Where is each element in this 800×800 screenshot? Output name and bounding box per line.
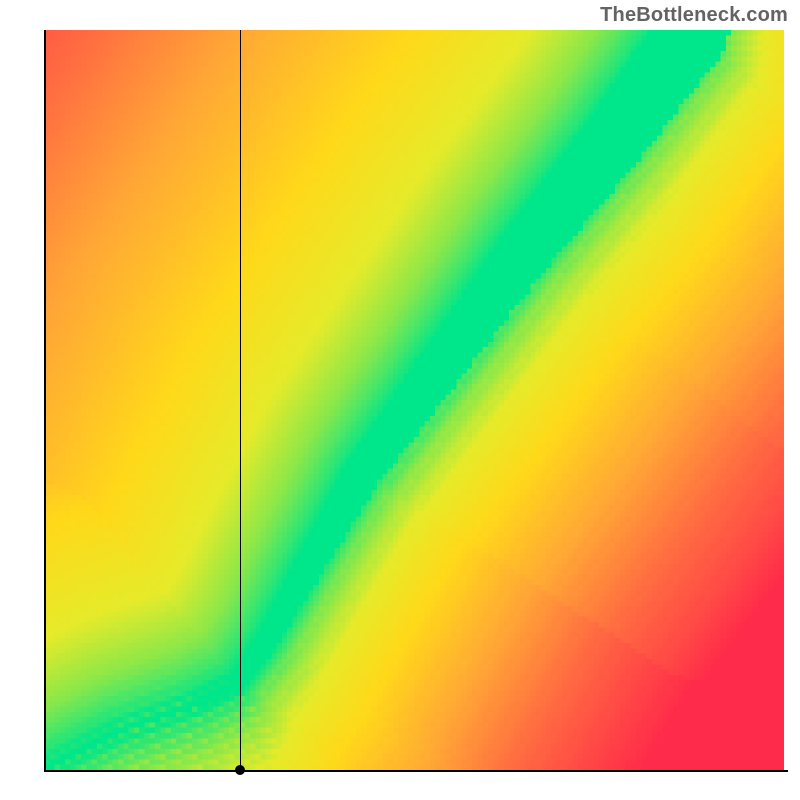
x-axis [44,770,788,772]
y-axis [44,30,46,770]
cpu-guide-line [240,30,241,770]
watermark-label: TheBottleneck.com [600,4,788,27]
bottleneck-heatmap [44,30,784,770]
cpu-marker-dot [235,765,245,775]
